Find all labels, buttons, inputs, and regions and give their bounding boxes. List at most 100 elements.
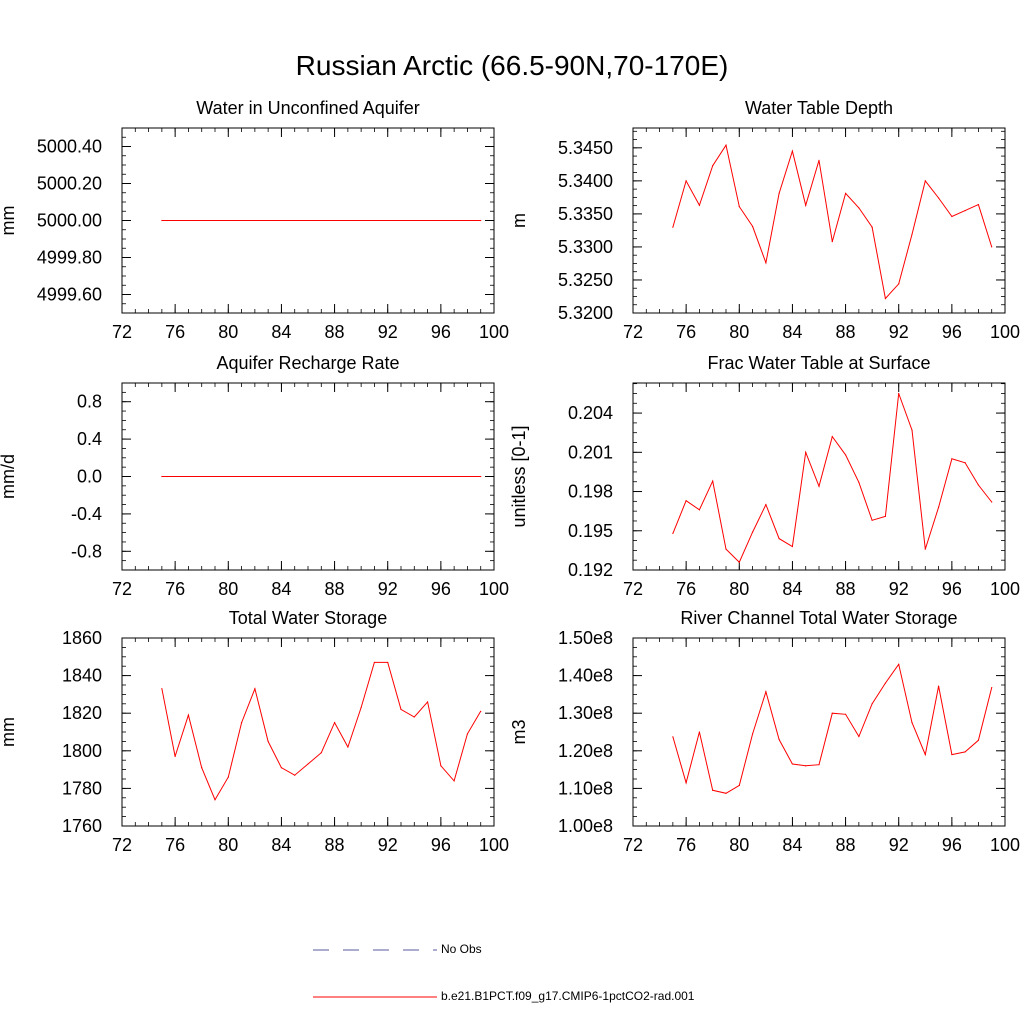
data-point: [320, 752, 322, 754]
x-tick-label: 100: [479, 579, 509, 599]
y-tick-label: 1780: [62, 778, 102, 798]
data-point: [977, 204, 980, 206]
data-point: [818, 764, 820, 766]
x-tick-label: 96: [431, 322, 451, 342]
series-line: [672, 143, 993, 300]
y-tick-label: 1800: [62, 741, 102, 761]
data-point: [254, 688, 256, 690]
y-tick-label: 0.201: [568, 442, 613, 462]
y-tick-label: 1.30e8: [558, 703, 613, 723]
y-tick-label: 5.3350: [558, 204, 613, 224]
data-point: [360, 706, 362, 709]
panel-5: Total Water Storage mm 72 76 80 84 88 92 96 100 17…: [0, 608, 509, 855]
data-point: [791, 545, 794, 548]
data-point: [911, 429, 913, 431]
data-point: [400, 708, 402, 711]
x-tick-label: 88: [325, 579, 345, 599]
x-tick-label: 88: [325, 835, 345, 855]
y-tick-label: -0.4: [71, 504, 102, 524]
y-axis-label: mm/d: [0, 454, 18, 499]
y-tick-label: 0.0: [77, 467, 102, 487]
data-point: [991, 687, 993, 689]
legend-no-obs-label: No Obs: [441, 942, 482, 956]
data-point: [161, 219, 163, 222]
data-point: [858, 735, 860, 738]
x-tick-label: 80: [729, 322, 749, 342]
data-point: [280, 767, 283, 769]
y-axis-label: mm: [0, 206, 18, 236]
data-point: [765, 504, 767, 506]
data-point: [977, 484, 980, 486]
data-point: [791, 763, 794, 765]
x-tick-label: 84: [782, 322, 802, 342]
data-point: [685, 180, 687, 182]
data-point: [725, 792, 727, 794]
data-point: [240, 722, 243, 724]
panel-title: Water Table Depth: [745, 98, 893, 118]
data-point: [937, 197, 940, 199]
data-point: [964, 462, 966, 464]
panel-title: Total Water Storage: [229, 608, 387, 628]
panel-title: River Channel Total Water Storage: [680, 608, 957, 628]
y-tick-label: 0.195: [568, 521, 613, 541]
x-tick-label: 100: [990, 322, 1020, 342]
data-point: [712, 165, 714, 167]
data-point: [831, 712, 833, 714]
data-point: [698, 731, 701, 733]
data-point: [871, 703, 873, 705]
y-tick-label: 5.3450: [558, 138, 613, 158]
x-tick-label: 72: [112, 579, 132, 599]
data-point: [898, 283, 900, 285]
y-tick-label: 1.50e8: [558, 628, 613, 648]
y-tick-label: 1.00e8: [558, 816, 613, 836]
data-point: [964, 751, 966, 753]
data-point: [413, 716, 415, 718]
x-tick-label: 84: [271, 835, 291, 855]
data-point: [831, 436, 833, 438]
data-point: [818, 485, 820, 487]
data-point: [480, 475, 482, 478]
y-tick-label: 1820: [62, 703, 102, 723]
x-tick-label: 84: [271, 579, 291, 599]
data-point: [333, 722, 336, 724]
data-point: [347, 746, 349, 748]
data-point: [751, 225, 754, 228]
data-point: [426, 701, 429, 703]
data-point: [778, 192, 780, 195]
y-tick-label: 5000.40: [37, 137, 102, 157]
panel-title: Aquifer Recharge Rate: [216, 353, 399, 373]
x-tick-label: 72: [623, 322, 643, 342]
y-axis-label: m: [509, 213, 529, 228]
data-point: [307, 763, 309, 765]
data-point: [831, 241, 833, 243]
panel-4: Frac Water Table at Surface unitless [0-1…: [509, 353, 1020, 599]
x-tick-label: 92: [889, 579, 909, 599]
y-tick-label: 1.10e8: [558, 778, 613, 798]
data-point: [698, 204, 701, 206]
x-tick-label: 100: [479, 835, 509, 855]
data-point: [884, 297, 887, 300]
data-point: [672, 532, 674, 534]
x-tick-label: 72: [623, 835, 643, 855]
y-axis-label: m3: [509, 719, 529, 744]
y-tick-label: -0.8: [71, 541, 102, 561]
y-tick-label: 0.198: [568, 482, 613, 502]
legend-model-run-swatch: [313, 996, 437, 998]
data-point: [964, 209, 966, 212]
data-point: [201, 767, 203, 769]
plot-frame: [632, 382, 1006, 571]
x-tick-label: 96: [942, 835, 962, 855]
series-line: [672, 393, 993, 564]
data-point: [161, 475, 163, 478]
panel-1: Water in Unconfined Aquifer mm 72 76 80 84 88 9…: [0, 98, 509, 342]
data-point: [698, 509, 701, 511]
data-point: [805, 204, 807, 206]
data-point: [480, 710, 482, 712]
y-tick-label: 4999.80: [37, 248, 102, 268]
y-tick-label: 1760: [62, 816, 102, 836]
data-point: [858, 481, 860, 483]
data-point: [685, 500, 687, 502]
data-point: [991, 501, 993, 503]
series-line: [161, 661, 482, 801]
